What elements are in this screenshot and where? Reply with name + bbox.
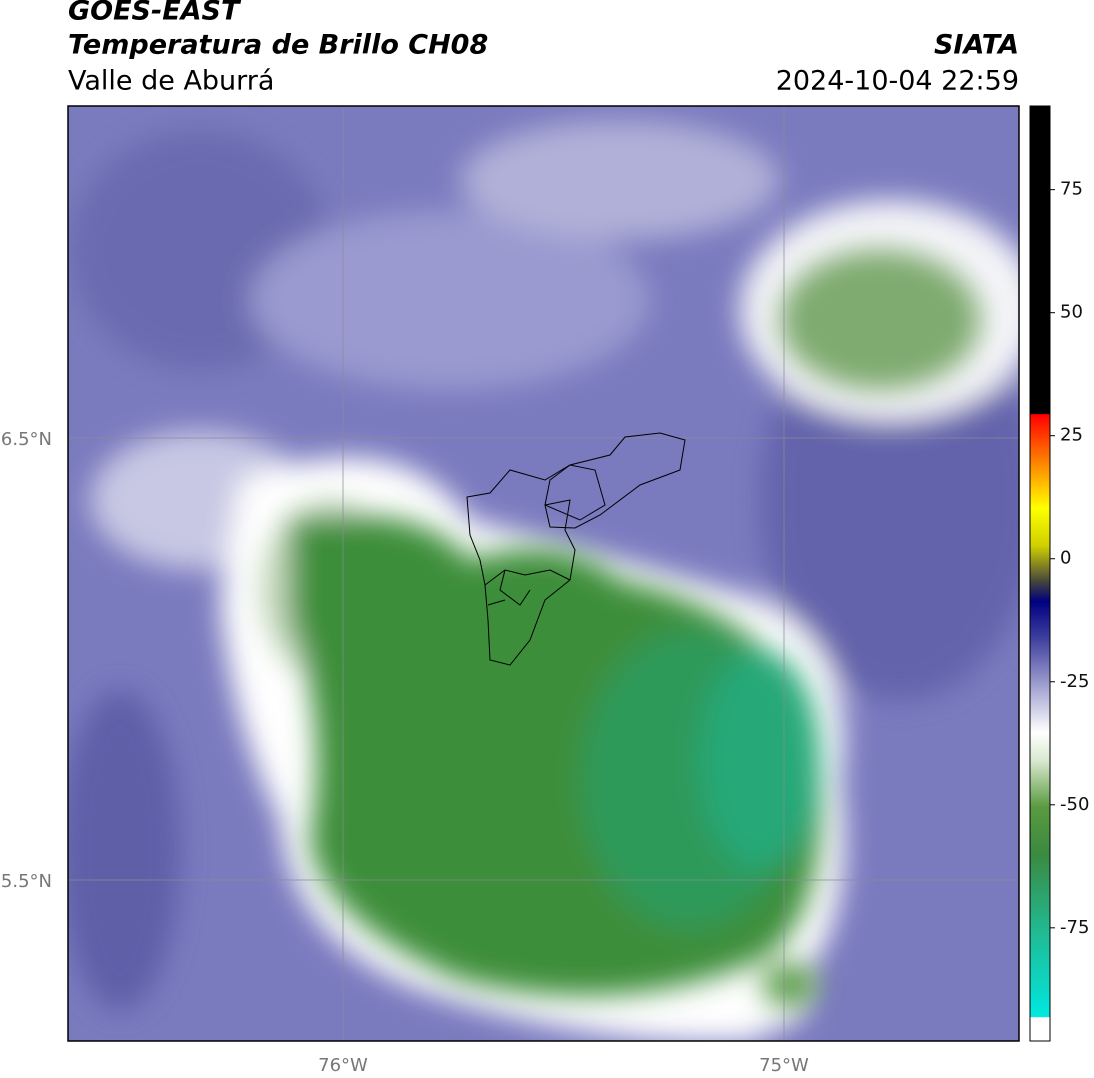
region: Valle de Aburrá: [68, 66, 274, 97]
municipal-boundaries: [466, 432, 686, 666]
colorbar-tick-label: -50: [1060, 794, 1089, 815]
subtitle: Temperatura de Brillo CH08: [68, 30, 488, 61]
colorbar-tick-label: 75: [1060, 179, 1083, 200]
source: SIATA: [934, 30, 1019, 61]
lon-label: 76°W: [318, 1055, 368, 1076]
datetime: 2024-10-04 22:59: [776, 66, 1019, 97]
lat-label: 6.5°N: [1, 429, 52, 450]
lon-label: 75°W: [759, 1055, 809, 1076]
colorbar-tick-label: 0: [1060, 548, 1071, 569]
colorbar-tick-label: 50: [1060, 302, 1083, 323]
title: GOES-EAST: [68, 0, 242, 27]
colorbar-tick-label: -25: [1060, 671, 1089, 692]
colorbar-tick-label: 25: [1060, 425, 1083, 446]
lat-label: 5.5°N: [1, 871, 52, 892]
satellite-image: [68, 106, 1019, 1041]
map-frame: [67, 105, 1020, 1042]
colorbar: [1029, 105, 1051, 1042]
colorbar-tick-label: -75: [1060, 917, 1089, 938]
